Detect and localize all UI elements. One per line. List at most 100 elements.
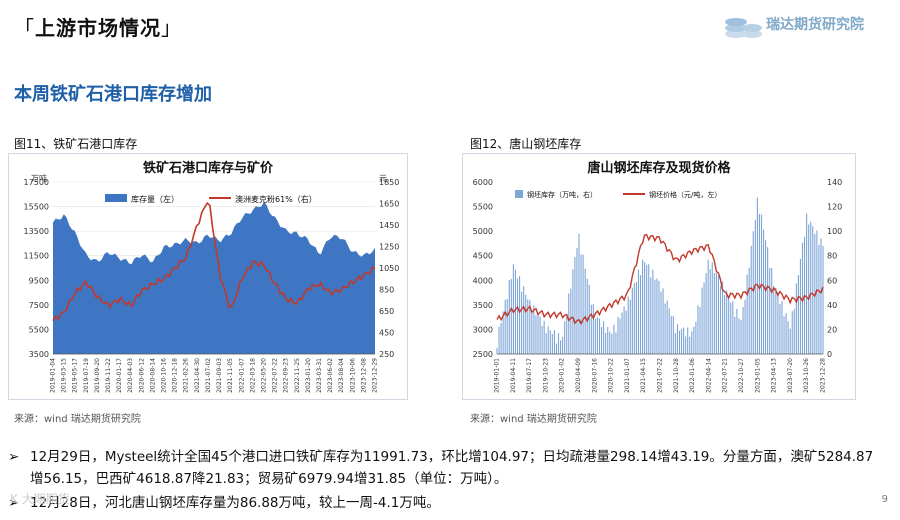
stock-bar bbox=[736, 308, 738, 354]
stock-bar bbox=[510, 279, 512, 354]
x-tick-label: 2019-03-15 bbox=[61, 358, 68, 393]
stock-bar bbox=[779, 304, 781, 354]
stock-bar bbox=[527, 299, 529, 354]
stock-bar bbox=[537, 314, 539, 354]
section-title: 本周铁矿石港口库存增加 bbox=[14, 84, 212, 105]
x-tick-label: 2022-04-14 bbox=[705, 358, 712, 393]
stock-bar bbox=[557, 333, 560, 354]
stock-bar bbox=[726, 290, 728, 354]
stock-bar bbox=[650, 277, 652, 354]
series-price-line bbox=[52, 201, 376, 322]
stock-bar bbox=[598, 318, 601, 354]
stock-bar bbox=[806, 213, 808, 354]
y-left-tick-label: 3500 bbox=[473, 301, 493, 310]
stock-bar bbox=[586, 278, 588, 354]
watermark: K 大期期货 bbox=[10, 492, 70, 506]
stock-bar bbox=[551, 334, 553, 354]
y-right-tick-label: 450 bbox=[379, 329, 394, 338]
stock-bar bbox=[592, 304, 594, 354]
stock-bar bbox=[518, 276, 521, 354]
stock-bar bbox=[799, 258, 802, 354]
stock-bar bbox=[603, 320, 605, 354]
stock-bar bbox=[701, 287, 703, 354]
stock-bar bbox=[697, 305, 699, 354]
stock-bar bbox=[566, 316, 568, 354]
stock-bar bbox=[547, 326, 549, 354]
stock-bar bbox=[635, 282, 637, 354]
stock-bar bbox=[555, 343, 558, 354]
stock-bar bbox=[633, 283, 635, 354]
stock-bar bbox=[785, 313, 787, 354]
stock-bar bbox=[721, 281, 724, 354]
stock-bar bbox=[504, 299, 506, 354]
stock-bar bbox=[816, 230, 818, 354]
stock-bar bbox=[693, 326, 695, 354]
legend-stock-swatch bbox=[515, 190, 523, 198]
figure-11-caption: 图11、铁矿石港口库存 bbox=[14, 137, 138, 151]
stock-bar bbox=[642, 259, 644, 354]
stock-bar bbox=[535, 315, 537, 354]
stock-bar bbox=[533, 305, 535, 354]
y-right-tick-label: 650 bbox=[379, 307, 394, 316]
stock-bar bbox=[797, 275, 799, 354]
x-tick-label: 2021-04-15 bbox=[640, 358, 647, 393]
stock-bar bbox=[734, 316, 736, 354]
stock-bar bbox=[767, 247, 769, 354]
bullet-1-text: 12月29日，Mysteel统计全国45个港口进口铁矿库存为11991.73，环… bbox=[30, 449, 874, 465]
x-tick-label: 2022-11-25 bbox=[294, 358, 301, 393]
stock-bar bbox=[672, 315, 674, 354]
page-number: 9 bbox=[881, 494, 888, 505]
stock-bar bbox=[674, 333, 676, 354]
stock-bar bbox=[605, 332, 607, 354]
stock-bar bbox=[801, 242, 804, 354]
stock-bar bbox=[728, 296, 730, 354]
logo-text: 瑞达期货研究院 bbox=[766, 17, 864, 33]
y-left-tick-label: 5500 bbox=[29, 325, 49, 334]
stock-bar bbox=[762, 229, 765, 354]
stock-bar bbox=[670, 315, 672, 354]
stock-bar bbox=[713, 273, 715, 354]
stock-bar bbox=[769, 267, 771, 354]
chart-title: 铁矿石港口库存与矿价 bbox=[142, 160, 274, 176]
stock-bar bbox=[771, 267, 773, 354]
stock-bar bbox=[516, 278, 519, 354]
stock-bar bbox=[717, 275, 719, 354]
iron-ore-inventory-chart: 铁矿石港口库存与矿价 万吨 元 3500 5500 7500 9500 11500 13500 1… bbox=[8, 153, 408, 400]
bullet-2-text: 12月28日，河北唐山钢坯库存量为86.88万吨，较上一周-4.1万吨。 bbox=[30, 495, 440, 511]
x-tick-label: 2019-11-22 bbox=[105, 358, 112, 393]
stock-bar bbox=[793, 309, 795, 354]
stock-bar bbox=[820, 238, 822, 354]
tangshan-billet-chart: 唐山钢坯库存及现货价格 2500 3000 3500 4000 4500 5000 5500 6… bbox=[462, 153, 856, 400]
stock-bar bbox=[539, 316, 541, 354]
x-tick-label: 2019-10-23 bbox=[542, 358, 549, 393]
y-left-tick-label: 5500 bbox=[473, 203, 493, 212]
x-tick-label: 2022-07-22 bbox=[272, 358, 279, 393]
x-tick-label: 2021-04-30 bbox=[194, 358, 201, 393]
y-left-tick-label: 2500 bbox=[473, 350, 493, 359]
stock-bar bbox=[664, 303, 666, 354]
y-right-tick-label: 1650 bbox=[379, 200, 399, 209]
x-tick-label: 2019-07-17 bbox=[526, 358, 533, 393]
stock-bar bbox=[654, 279, 656, 354]
y-right-tick-label: 1850 bbox=[379, 178, 399, 187]
x-tick-label: 2020-08-14 bbox=[149, 358, 156, 393]
x-tick-label: 2020-07-16 bbox=[591, 358, 598, 393]
x-tick-label: 2021-07-02 bbox=[205, 358, 212, 393]
legend-inventory-label: 库存量（左） bbox=[131, 194, 179, 204]
stock-bar bbox=[615, 332, 617, 354]
y-right-tick-label: 0 bbox=[827, 350, 832, 359]
stock-bar bbox=[545, 333, 547, 354]
stock-bar bbox=[695, 321, 697, 354]
stock-bar bbox=[594, 318, 596, 354]
x-tick-label: 2022-10-27 bbox=[738, 358, 745, 393]
stock-bar bbox=[787, 321, 789, 354]
x-tick-label: 2022-01-06 bbox=[689, 358, 696, 393]
stock-bar bbox=[611, 334, 613, 354]
stock-bar bbox=[609, 331, 611, 354]
y-left-tick-label: 5000 bbox=[473, 227, 493, 236]
y-left-tick-label: 6000 bbox=[473, 178, 493, 187]
legend-stock-label: 钢坯库存（万吨，右） bbox=[527, 190, 597, 199]
stock-bar bbox=[699, 307, 701, 354]
stock-bar bbox=[531, 313, 533, 354]
title-bracket-close: 」 bbox=[161, 16, 182, 40]
